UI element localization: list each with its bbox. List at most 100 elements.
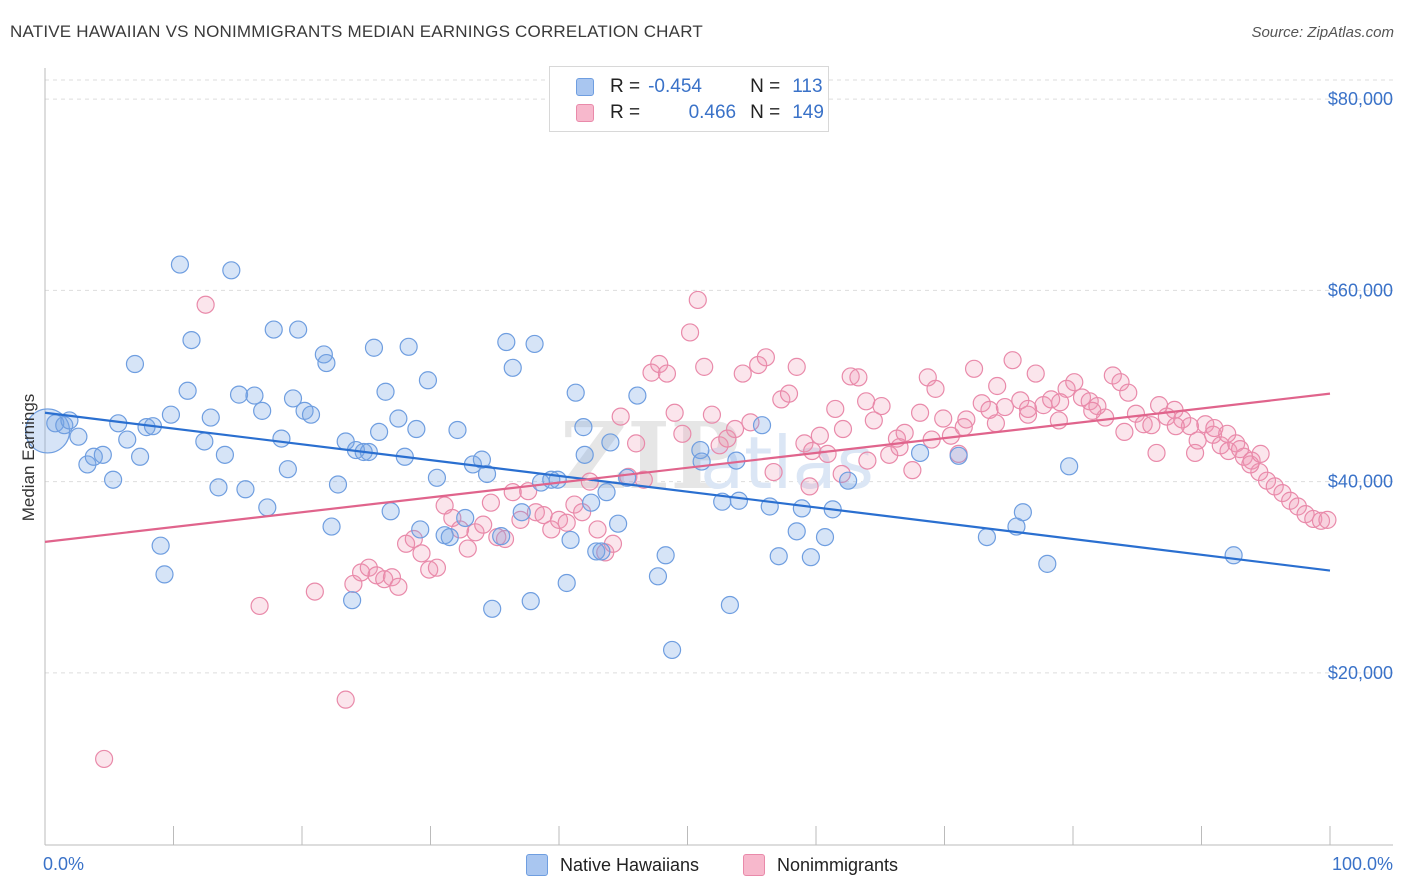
point-nonimmigrants: [1147, 443, 1166, 463]
y-tick-label: $60,000: [1328, 280, 1393, 300]
point-native-hawaiians: [84, 447, 103, 466]
point-native-hawaiians: [440, 527, 459, 547]
point-native-hawaiians: [1013, 503, 1032, 522]
point-native-hawaiians: [328, 475, 348, 494]
point-native-hawaiians: [170, 255, 190, 274]
point-native-hawaiians: [245, 386, 264, 405]
y-axis-title: Median Earnings: [19, 394, 38, 522]
point-native-hawaiians: [472, 450, 491, 469]
grid: [45, 79, 1393, 674]
legend-r-value: -0.454: [648, 76, 702, 97]
point-native-hawaiians: [839, 471, 858, 490]
point-native-hawaiians: [787, 522, 806, 541]
point-nonimmigrants: [725, 419, 745, 439]
point-nonimmigrants: [1180, 417, 1200, 436]
correlation-legend: R = -0.454 N = 113 R = 0.466 N = 149: [549, 66, 829, 132]
point-nonimmigrants: [588, 520, 607, 539]
axis-labels: $20,000 $40,000 $60,000 $80,000 0.0% 100.0% Me…: [19, 89, 1393, 874]
point-native-hawaiians: [161, 405, 181, 424]
point-nonimmigrants: [466, 523, 485, 542]
point-native-hawaiians: [178, 381, 197, 400]
point-nonimmigrants: [95, 749, 114, 769]
point-native-hawaiians: [977, 527, 997, 547]
point-native-hawaiians: [289, 320, 308, 339]
point-nonimmigrants: [359, 558, 378, 577]
point-nonimmigrants: [988, 376, 1007, 396]
chart-title: NATIVE HAWAIIAN VS NONIMMIGRANTS MEDIAN …: [10, 22, 703, 41]
point-nonimmigrants: [196, 295, 215, 314]
legend-n-value: 113: [792, 76, 823, 97]
point-native-hawaiians: [512, 503, 531, 522]
point-native-hawaiians: [322, 517, 341, 536]
legend-item-nonimmigrants: Nonimmigrants: [743, 852, 898, 878]
point-native-hawaiians: [575, 445, 594, 464]
point-nonimmigrants: [1026, 364, 1045, 383]
point-native-hawaiians: [628, 386, 647, 405]
point-native-hawaiians: [93, 445, 112, 464]
point-nonimmigrants: [733, 364, 752, 383]
point-nonimmigrants: [910, 403, 930, 422]
point-nonimmigrants: [795, 434, 814, 453]
x-tick-label: 0.0%: [43, 854, 84, 874]
point-native-hawaiians: [525, 334, 544, 354]
point-nonimmigrants: [481, 493, 500, 512]
point-native-hawaiians: [656, 546, 675, 565]
legend-n-label: N =: [750, 102, 781, 123]
legend-n-value: 149: [792, 102, 824, 123]
point-native-hawaiians: [815, 527, 835, 547]
point-nonimmigrants: [542, 520, 561, 539]
point-nonimmigrants: [857, 392, 876, 411]
point-native-hawaiians: [492, 527, 511, 546]
point-native-hawaiians: [769, 547, 788, 566]
point-native-hawaiians: [662, 640, 682, 660]
point-nonimmigrants: [849, 368, 868, 387]
point-native-hawaiians: [104, 470, 123, 489]
legend-label: Native Hawaiians: [560, 854, 700, 875]
point-native-hawaiians: [389, 409, 408, 428]
point-native-hawaiians: [609, 514, 628, 533]
x-tick-label: 100.0%: [1332, 854, 1393, 874]
point-nonimmigrants: [810, 426, 829, 445]
point-nonimmigrants: [803, 441, 822, 461]
legend-r-value: 0.466: [688, 102, 737, 123]
point-native-hawaiians: [801, 548, 820, 567]
point-nonimmigrants: [657, 364, 677, 383]
point-nonimmigrants: [764, 462, 783, 482]
point-native-hawaiians: [592, 542, 611, 561]
point-native-hawaiians: [118, 430, 137, 449]
point-native-hawaiians: [427, 468, 447, 487]
point-native-hawaiians: [548, 470, 567, 489]
legend-item-native-hawaiians: Native Hawaiians: [526, 852, 699, 878]
point-nonimmigrants: [841, 367, 860, 386]
point-native-hawaiians: [448, 420, 467, 440]
point-nonimmigrants: [986, 414, 1006, 433]
point-native-hawaiians: [456, 508, 475, 528]
point-native-hawaiians: [574, 418, 593, 437]
point-native-hawaiians: [407, 419, 426, 439]
legend-n-label: N =: [750, 76, 781, 97]
legend-swatch-pink: [743, 854, 765, 876]
watermark: ZIP atlas: [560, 402, 874, 510]
point-nonimmigrants: [872, 396, 891, 416]
point-nonimmigrants: [458, 539, 477, 558]
point-nonimmigrants: [680, 323, 700, 342]
legend-r-label: R =: [610, 102, 641, 123]
point-native-hawaiians: [155, 565, 174, 584]
point-native-hawaiians: [125, 354, 145, 374]
point-nonimmigrants: [890, 438, 909, 457]
point-nonimmigrants: [1251, 444, 1270, 463]
point-nonimmigrants: [702, 405, 722, 424]
point-native-hawaiians: [949, 446, 968, 465]
source-label: Source: ZipAtlas.com: [1251, 24, 1394, 41]
point-native-hawaiians: [24, 408, 71, 454]
point-native-hawaiians: [222, 261, 241, 280]
point-nonimmigrants: [1311, 511, 1331, 530]
legend-label: Nonimmigrants: [777, 854, 899, 875]
point-nonimmigrants: [1115, 422, 1134, 441]
point-native-hawaiians: [411, 520, 430, 539]
point-nonimmigrants: [1142, 416, 1161, 435]
point-nonimmigrants: [741, 413, 760, 432]
point-native-hawaiians: [253, 401, 272, 420]
point-nonimmigrants: [1218, 424, 1237, 443]
